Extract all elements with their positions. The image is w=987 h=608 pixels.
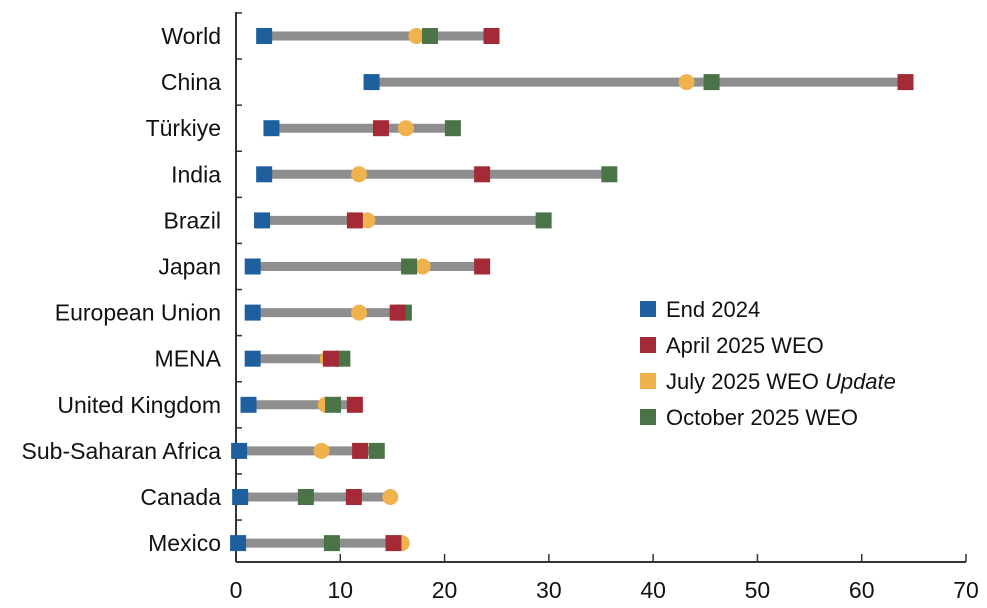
marker-july-2025 (408, 28, 425, 44)
marker-july-2025 (397, 120, 414, 137)
x-tick-label: 0 (230, 577, 243, 603)
marker-end-2024 (263, 120, 280, 137)
x-ticks: 0 10 20 30 40 50 60 70 (230, 554, 979, 603)
marker-october-2025 (324, 396, 341, 413)
legend-label: October 2025 WEO (666, 405, 858, 430)
x-tick-label: 20 (432, 577, 458, 603)
marker-october-2025 (444, 120, 461, 137)
category-label: European Union (55, 300, 221, 326)
x-tick-label: 10 (327, 577, 353, 603)
marker-april-2025 (345, 489, 362, 505)
marker-end-2024 (230, 535, 247, 552)
category-label: China (161, 69, 221, 95)
category-label: MENA (155, 346, 222, 372)
marker-october-2025 (368, 442, 385, 459)
x-tick-label: 70 (953, 577, 979, 603)
legend-swatch (640, 337, 656, 353)
x-tick-label: 40 (640, 577, 666, 603)
category-label: World (161, 23, 221, 49)
category-label: Canada (140, 484, 221, 510)
y-ticks (236, 12, 242, 521)
marker-april-2025 (483, 28, 500, 44)
marker-end-2024 (254, 212, 271, 229)
marker-april-2025 (474, 166, 491, 183)
category-labels: World China Türkiye India Brazil Japan Europea… (22, 23, 222, 556)
marker-july-2025 (359, 212, 376, 229)
marker-july-2025 (382, 489, 399, 505)
axes (235, 12, 966, 563)
marker-end-2024 (244, 304, 261, 321)
category-label: Türkiye (146, 115, 221, 141)
x-tick-label: 50 (745, 577, 771, 603)
legend: End 2024 April 2025 WEO July 2025 WEO Upda… (640, 297, 896, 430)
marker-october-2025 (401, 258, 418, 275)
marker-october-2025 (703, 74, 720, 91)
legend-label-italic: Update (825, 369, 896, 394)
marker-july-2025 (351, 166, 368, 183)
marker-july-2025 (351, 304, 368, 321)
marker-april-2025 (322, 350, 339, 367)
markers (230, 28, 914, 552)
marker-end-2024 (256, 28, 273, 44)
category-label: United Kingdom (57, 392, 221, 418)
marker-april-2025 (897, 74, 914, 91)
category-label: India (171, 161, 221, 187)
range-bars (238, 31, 906, 548)
legend-swatch (640, 409, 656, 425)
legend-swatch (640, 301, 656, 317)
marker-april-2025 (372, 120, 389, 137)
marker-end-2024 (231, 442, 248, 459)
marker-april-2025 (352, 442, 369, 459)
x-tick-label: 30 (536, 577, 562, 603)
marker-july-2025 (414, 258, 431, 275)
legend-swatch (640, 373, 656, 389)
marker-end-2024 (244, 258, 261, 275)
marker-april-2025 (385, 535, 402, 552)
marker-april-2025 (346, 396, 363, 413)
category-label: Mexico (148, 530, 221, 556)
legend-label: April 2025 WEO (666, 333, 824, 358)
x-tick-label: 60 (849, 577, 875, 603)
marker-october-2025 (535, 212, 552, 229)
marker-july-2025 (678, 74, 695, 91)
category-label: Sub-Saharan Africa (22, 438, 222, 464)
marker-end-2024 (232, 489, 249, 505)
marker-end-2024 (240, 396, 257, 413)
marker-october-2025 (323, 535, 340, 552)
marker-april-2025 (346, 212, 363, 229)
marker-end-2024 (244, 350, 261, 367)
category-label: Japan (158, 254, 221, 280)
marker-october-2025 (297, 489, 314, 505)
marker-october-2025 (601, 166, 618, 183)
legend-label: July 2025 WEO Update (666, 369, 896, 394)
category-label: Brazil (163, 207, 221, 233)
marker-april-2025 (474, 258, 491, 275)
marker-end-2024 (256, 166, 273, 183)
legend-label-plain: July 2025 WEO (666, 369, 825, 394)
marker-april-2025 (389, 304, 406, 321)
marker-october-2025 (421, 28, 438, 44)
marker-end-2024 (363, 74, 380, 91)
legend-label: End 2024 (666, 297, 760, 322)
marker-july-2025 (313, 442, 330, 459)
